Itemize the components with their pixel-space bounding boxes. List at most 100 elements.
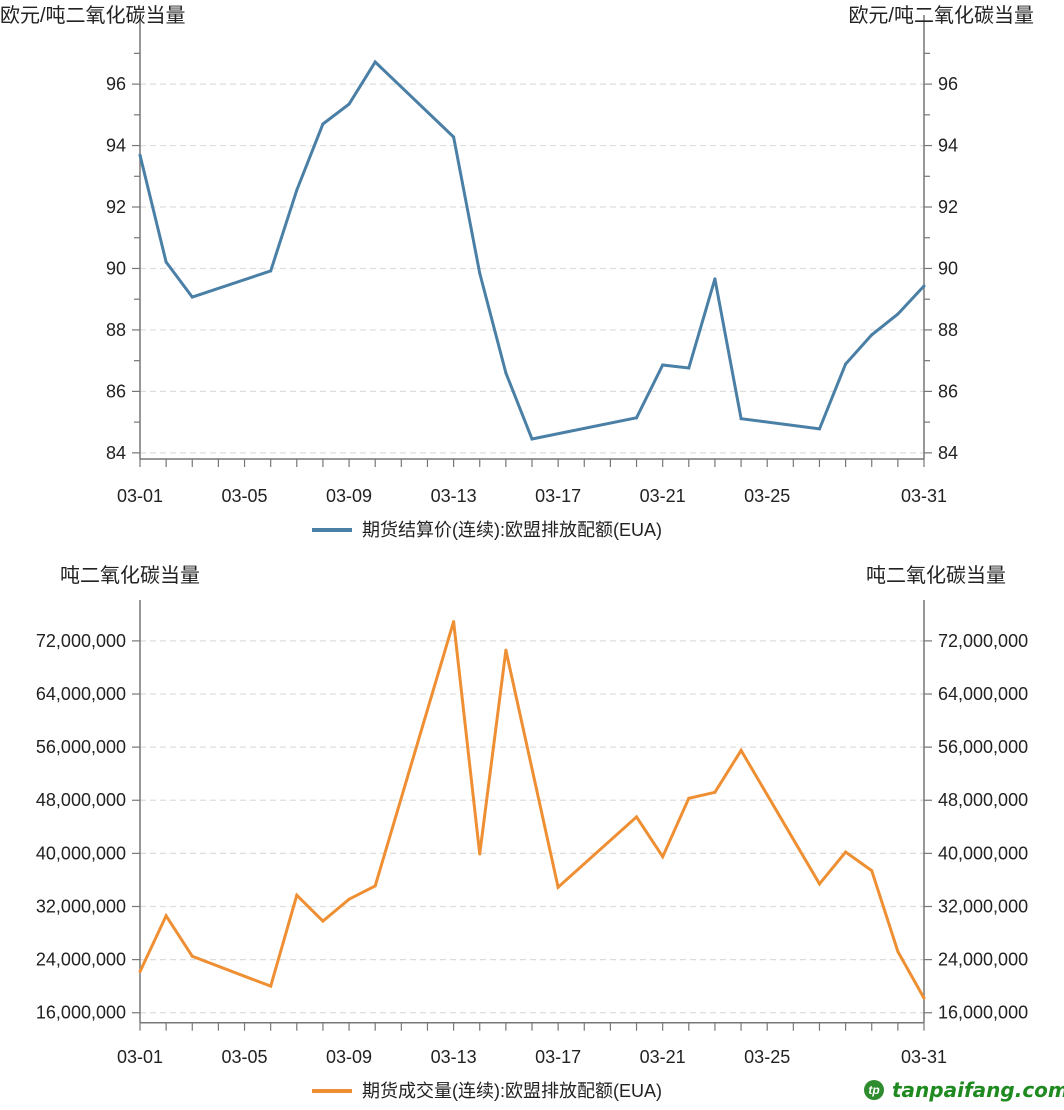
y-tick-label-left: 16,000,000 [36, 1003, 126, 1023]
y-tick-label-right: 84 [938, 443, 958, 463]
data-point [452, 135, 456, 139]
data-point [164, 914, 168, 918]
x-tick-label: 03-01 [117, 1047, 163, 1067]
data-point [896, 950, 900, 954]
y-tick-label-left: 86 [106, 381, 126, 401]
y-tick-label-left: 56,000,000 [36, 737, 126, 757]
data-point [635, 815, 639, 819]
y-tick-label-right: 90 [938, 258, 958, 278]
x-tick-label: 03-09 [326, 1047, 372, 1067]
legend-label: 期货成交量(连续):欧盟排放配额(EUA) [362, 1081, 662, 1101]
data-point [190, 954, 194, 958]
logo-icon: tp [864, 1080, 884, 1100]
y-tick-label-right: 72,000,000 [938, 631, 1028, 651]
data-point [373, 884, 377, 888]
y-tick-label-left: 88 [106, 320, 126, 340]
y-tick-label-left: 96 [106, 74, 126, 94]
data-point [269, 984, 273, 988]
data-point [347, 897, 351, 901]
data-point [347, 102, 351, 106]
y-tick-label-left: 72,000,000 [36, 631, 126, 651]
y-tick-label-left: 92 [106, 197, 126, 217]
data-point [739, 748, 743, 752]
y-tick-label-left: 64,000,000 [36, 684, 126, 704]
y-tick-label-right: 94 [938, 136, 958, 156]
x-tick-label: 03-31 [901, 1047, 947, 1067]
data-point [844, 362, 848, 366]
data-point [817, 427, 821, 431]
data-point [713, 277, 717, 281]
y-tick-label-right: 88 [938, 320, 958, 340]
series-line [138, 621, 926, 999]
watermark-text: tanpaifang.com [892, 1078, 1064, 1102]
data-point [870, 869, 874, 873]
series-line [138, 59, 926, 441]
x-tick-label: 03-05 [222, 486, 268, 506]
data-point [817, 882, 821, 886]
y-tick-label-right: 16,000,000 [938, 1003, 1028, 1023]
data-point [138, 153, 142, 157]
data-point [530, 437, 534, 441]
data-point [922, 996, 926, 1000]
y-tick-label-left: 84 [106, 443, 126, 463]
y-tick-label-right: 24,000,000 [938, 950, 1028, 970]
y-tick-label-right: 64,000,000 [938, 684, 1028, 704]
watermark-logo: tp tanpaifang.com [864, 1078, 1064, 1102]
y-tick-label-right: 92 [938, 197, 958, 217]
y-tick-label-right: 32,000,000 [938, 896, 1028, 916]
data-point [661, 363, 665, 367]
data-point [295, 893, 299, 897]
data-point [321, 919, 325, 923]
x-tick-label: 03-21 [640, 486, 686, 506]
x-tick-label: 03-17 [535, 486, 581, 506]
legend-label: 期货结算价(连续):欧盟排放配额(EUA) [362, 520, 662, 540]
y-tick-label-left: 40,000,000 [36, 843, 126, 863]
y-tick-label-right: 56,000,000 [938, 737, 1028, 757]
y-tick-label-left: 94 [106, 136, 126, 156]
data-point [373, 60, 377, 64]
data-point [504, 648, 508, 652]
data-point [687, 796, 691, 800]
data-point [739, 417, 743, 421]
data-point [844, 850, 848, 854]
data-point [713, 790, 717, 794]
y-axis-title-left: 欧元/吨二氧化碳当量 [0, 4, 186, 27]
data-point [295, 188, 299, 192]
x-tick-label: 03-01 [117, 486, 163, 506]
data-point [922, 284, 926, 288]
y-tick-label-right: 40,000,000 [938, 843, 1028, 863]
data-point [138, 970, 142, 974]
data-point [321, 122, 325, 126]
data-point [164, 260, 168, 264]
x-tick-label: 03-25 [744, 486, 790, 506]
data-point [504, 371, 508, 375]
data-point [269, 269, 273, 273]
data-point [556, 885, 560, 889]
y-tick-label-left: 48,000,000 [36, 790, 126, 810]
y-tick-label-right: 48,000,000 [938, 790, 1028, 810]
x-tick-label: 03-13 [431, 486, 477, 506]
y-axis-title-left: 吨二氧化碳当量 [60, 564, 200, 587]
x-tick-label: 03-25 [744, 1047, 790, 1067]
data-point [687, 366, 691, 370]
data-point [478, 271, 482, 275]
data-point [452, 620, 456, 624]
x-tick-label: 03-21 [640, 1047, 686, 1067]
x-tick-label: 03-05 [222, 1047, 268, 1067]
legend: 期货结算价(连续):欧盟排放配额(EUA) [312, 520, 662, 540]
y-axis-title-right: 欧元/吨二氧化碳当量 [848, 4, 1034, 27]
y-tick-label-right: 96 [938, 74, 958, 94]
chart-2: 16,000,000 16,000,000 24,000,000 24,000,000… [36, 564, 1028, 1101]
data-point [870, 333, 874, 337]
data-point [635, 416, 639, 420]
y-tick-label-left: 24,000,000 [36, 950, 126, 970]
data-point [896, 312, 900, 316]
data-point [190, 295, 194, 299]
chart-1: 84 84 86 86 88 88 90 90 92 92 94 94 96 96 03-01 03-05 03… [0, 4, 1034, 540]
y-tick-label-right: 86 [938, 381, 958, 401]
y-axis-title-right: 吨二氧化碳当量 [866, 564, 1006, 587]
x-tick-label: 03-17 [535, 1047, 581, 1067]
x-tick-label: 03-09 [326, 486, 372, 506]
legend: 期货成交量(连续):欧盟排放配额(EUA) [312, 1081, 662, 1101]
